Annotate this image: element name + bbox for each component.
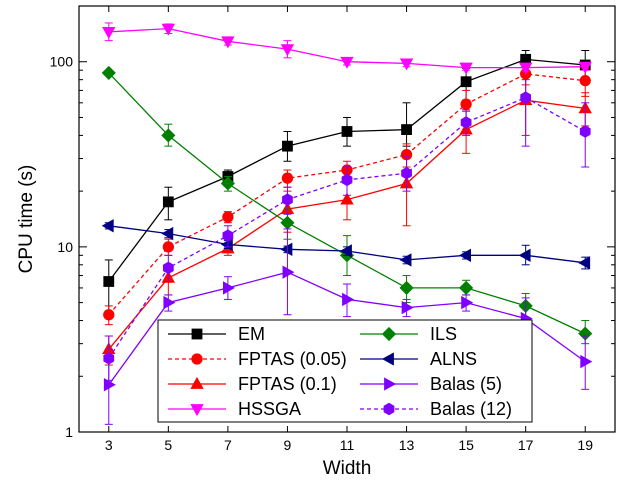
data-point: [103, 276, 115, 287]
legend-marker: [191, 353, 203, 365]
data-point: [101, 65, 116, 80]
x-tick-label: 5: [164, 437, 172, 453]
legend-label: FPTAS (0.05): [238, 349, 347, 369]
data-point: [103, 309, 115, 321]
x-tick-label: 7: [224, 437, 232, 453]
data-point: [163, 295, 176, 310]
y-tick-label: 1: [65, 424, 73, 440]
x-tick-label: 17: [518, 437, 534, 453]
series-alns: [101, 219, 591, 270]
x-tick-label: 3: [105, 437, 113, 453]
data-point: [461, 295, 474, 310]
data-point: [459, 62, 473, 75]
data-point: [220, 176, 235, 191]
legend: EM FPTAS (0.05) FPTAS (0.1) HSSGA ILS ALNS Bal…: [157, 319, 533, 423]
legend-label: HSSGA: [238, 399, 301, 419]
series-balas-12: [103, 79, 591, 381]
data-point: [103, 378, 116, 392]
data-point: [103, 352, 115, 365]
x-tick-label: 19: [577, 437, 593, 453]
legend-label: Balas (12): [430, 399, 512, 419]
data-point: [161, 23, 176, 36]
data-point: [518, 62, 533, 75]
y-tick-label: 10: [57, 239, 73, 255]
x-tick-label: 11: [340, 437, 355, 453]
data-point: [401, 166, 412, 180]
series-balas-5: [103, 228, 593, 425]
legend-label: ALNS: [430, 349, 477, 369]
data-point: [280, 242, 293, 256]
data-point: [460, 116, 472, 129]
data-point: [162, 261, 174, 275]
series-hssga: [102, 22, 592, 75]
data-point: [339, 244, 352, 258]
data-point: [221, 36, 235, 49]
data-point: [220, 237, 233, 252]
data-point: [341, 173, 353, 187]
data-point: [401, 300, 414, 315]
data-point: [459, 248, 472, 263]
data-point: [222, 281, 235, 295]
x-tick-label: 15: [458, 437, 474, 453]
data-point: [401, 124, 412, 135]
x-axis-title: Width: [323, 458, 372, 479]
data-point: [579, 75, 591, 87]
legend-marker: [190, 404, 204, 417]
data-point: [101, 219, 114, 233]
data-point: [162, 196, 174, 208]
data-point: [102, 26, 116, 39]
data-point: [340, 56, 354, 69]
data-point: [280, 44, 295, 57]
data-point: [578, 61, 592, 74]
x-tick-label: 13: [399, 437, 415, 453]
data-point: [520, 91, 532, 104]
data-point: [459, 280, 474, 296]
data-point: [161, 226, 174, 241]
data-point: [579, 125, 591, 138]
y-axis-title: CPU time (s): [16, 165, 37, 274]
legend-marker: [190, 376, 204, 389]
legend-marker: [383, 402, 395, 416]
data-point: [340, 192, 354, 205]
data-point: [460, 76, 472, 88]
data-point: [281, 172, 294, 184]
data-point: [282, 193, 293, 206]
legend-marker: [191, 328, 203, 340]
data-point: [282, 140, 293, 152]
data-point: [222, 229, 234, 242]
data-point: [282, 265, 295, 279]
legend-marker: [381, 352, 394, 366]
data-point: [222, 211, 234, 223]
data-point: [578, 256, 591, 270]
data-point: [162, 241, 174, 253]
y-tick-label: 100: [50, 54, 74, 70]
legend-box: [157, 319, 533, 423]
series-layer: [101, 22, 593, 425]
data-point: [341, 126, 353, 137]
data-point: [518, 248, 531, 263]
legend-label: FPTAS (0.1): [238, 374, 337, 394]
data-point: [399, 58, 414, 71]
legend-marker: [381, 326, 397, 342]
x-tick-label: 9: [284, 437, 292, 453]
data-point: [399, 253, 412, 267]
legend-label: Balas (5): [430, 374, 502, 394]
legend-label: ILS: [430, 324, 457, 344]
legend-marker: [384, 377, 397, 391]
data-point: [161, 128, 176, 143]
legend-label: EM: [238, 324, 265, 344]
data-point: [460, 98, 472, 110]
data-point: [580, 354, 593, 369]
axes: 3 5 7 9 11 13 15 17 19 1 10 100: [50, 5, 616, 453]
data-point: [399, 280, 414, 296]
data-point: [342, 292, 355, 307]
data-point: [280, 215, 295, 230]
